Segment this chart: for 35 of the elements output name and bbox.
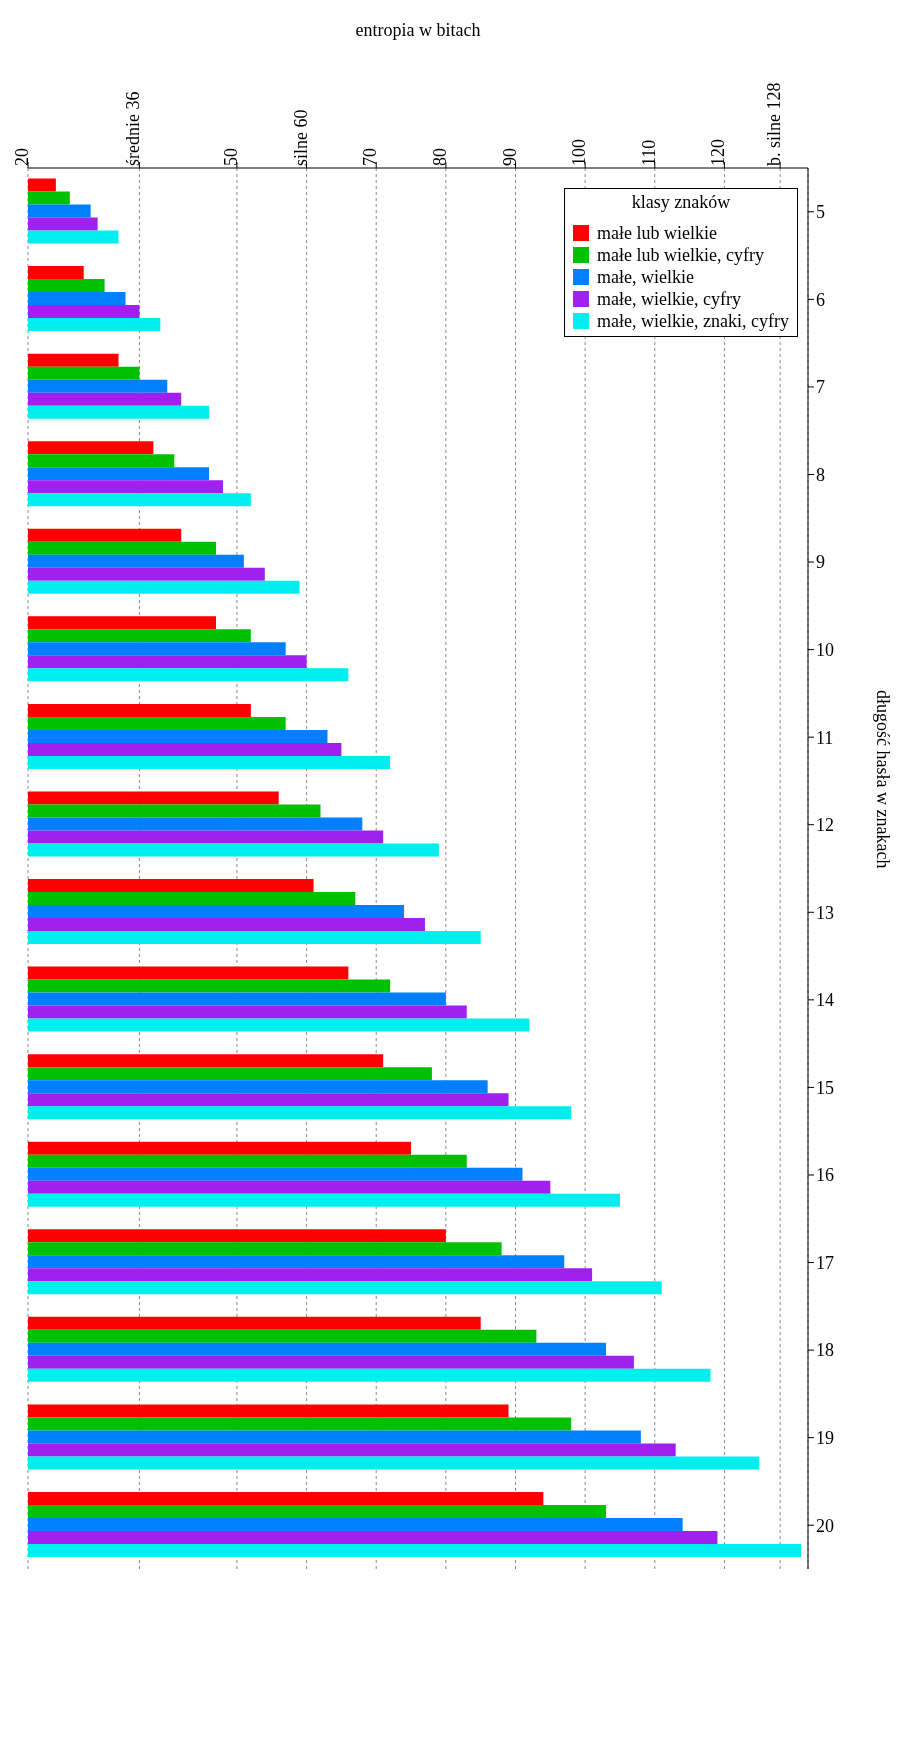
y-tick-label: 11 bbox=[816, 727, 834, 748]
y-tick-label: 17 bbox=[816, 1252, 834, 1273]
x-tick-label: 120 bbox=[708, 139, 729, 166]
y-tick-label: 19 bbox=[816, 1428, 834, 1449]
legend-label: małe, wielkie bbox=[597, 266, 695, 288]
y-tick-label: 18 bbox=[816, 1340, 834, 1361]
x-tick-label: średnie 36 bbox=[123, 91, 144, 166]
x-tick-label: 50 bbox=[220, 148, 241, 166]
y-tick-label: 14 bbox=[816, 990, 834, 1011]
x-tick-label: 70 bbox=[360, 148, 381, 166]
y-tick-label: 12 bbox=[816, 815, 834, 836]
x-tick-label: 20 bbox=[12, 148, 32, 166]
x-tick-label: 90 bbox=[499, 148, 520, 166]
x-tick-label: silne 60 bbox=[290, 109, 311, 166]
y-tick-label: 6 bbox=[816, 289, 825, 310]
x-tick-label: 100 bbox=[569, 139, 590, 166]
x-axis-title: entropia w bitach bbox=[355, 19, 481, 40]
legend-label: małe, wielkie, znaki, cyfry bbox=[597, 310, 789, 332]
y-tick-label: 10 bbox=[816, 639, 834, 660]
y-tick-label: 8 bbox=[816, 464, 825, 485]
y-tick-label: 5 bbox=[816, 202, 825, 223]
y-tick-label: 16 bbox=[816, 1165, 834, 1186]
legend-label: małe lub wielkie bbox=[597, 222, 718, 244]
x-tick-label: 80 bbox=[429, 148, 450, 166]
y-tick-label: 13 bbox=[816, 902, 834, 923]
y-tick-label: 20 bbox=[816, 1515, 834, 1536]
x-tick-label: b. silne 128 bbox=[764, 82, 785, 166]
y-axis-title: długość hasła w znakach bbox=[872, 690, 893, 869]
y-tick-label: 9 bbox=[816, 552, 825, 573]
legend-label: małe lub wielkie, cyfry bbox=[597, 244, 765, 266]
y-tick-label: 7 bbox=[816, 377, 825, 398]
legend-label: małe, wielkie, cyfry bbox=[597, 288, 742, 310]
legend-title: klasy znaków bbox=[630, 191, 732, 214]
y-tick-label: 15 bbox=[816, 1077, 834, 1098]
x-tick-label: 110 bbox=[638, 139, 659, 166]
